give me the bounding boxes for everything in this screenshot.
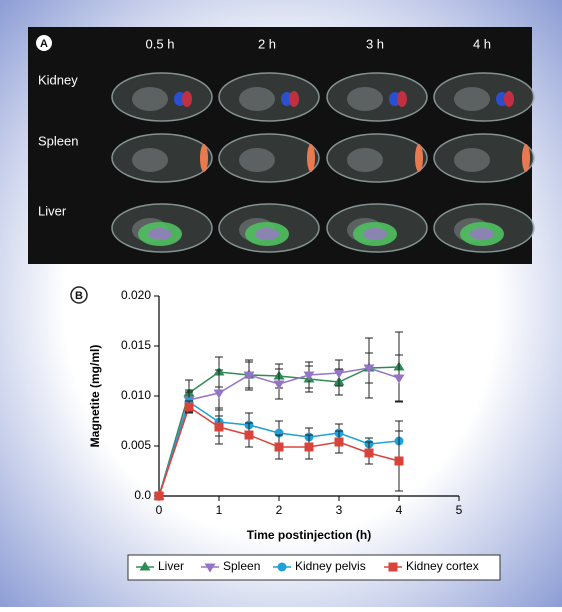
- point: [393, 374, 405, 384]
- spleen: [522, 144, 530, 172]
- legend-label: Kidney cortex: [406, 559, 479, 573]
- mri-inner: [132, 148, 168, 172]
- mri-images: [111, 72, 535, 253]
- spleen: [200, 144, 208, 172]
- mri-inner: [239, 148, 275, 172]
- point: [304, 442, 314, 452]
- legend-marker: [388, 562, 398, 572]
- legend-label: Spleen: [223, 559, 260, 573]
- column-label: 2 h: [258, 36, 276, 51]
- point: [184, 402, 194, 412]
- legend-label: Kidney pelvis: [295, 559, 366, 573]
- spleen: [415, 144, 423, 172]
- kidney-cortex: [182, 91, 192, 107]
- point: [154, 491, 164, 501]
- row-label: Spleen: [38, 133, 78, 148]
- point: [303, 371, 315, 381]
- legend-marker: [277, 562, 287, 572]
- mri-inner: [454, 87, 490, 111]
- mri-inner: [239, 87, 275, 111]
- panel-badge: [70, 286, 88, 304]
- column-label: 3 h: [366, 36, 384, 51]
- liver-core: [255, 228, 279, 240]
- panel-badge: [36, 35, 52, 51]
- x-tick-label: 4: [396, 503, 403, 517]
- point: [333, 369, 345, 379]
- legend-marker: [204, 563, 216, 573]
- point: [363, 364, 375, 374]
- point: [394, 456, 404, 466]
- kidney-cortex: [397, 91, 407, 107]
- x-tick-label: 5: [456, 503, 463, 517]
- liver-core: [148, 228, 172, 240]
- kidney-cortex: [289, 91, 299, 107]
- point: [274, 442, 284, 452]
- liver-core: [363, 228, 387, 240]
- row-label: Kidney: [38, 72, 78, 87]
- panel-label: B: [75, 290, 83, 302]
- x-tick-label: 1: [216, 503, 223, 517]
- point: [213, 389, 225, 399]
- x-tick-label: 0: [156, 503, 163, 517]
- legend-marker: [139, 561, 151, 571]
- column-label: 0.5 h: [146, 36, 175, 51]
- panel-label: A: [40, 38, 48, 50]
- liver-core: [470, 228, 494, 240]
- point: [364, 448, 374, 458]
- legend-label: Liver: [158, 559, 184, 573]
- point: [273, 380, 285, 390]
- mri-inner: [132, 87, 168, 111]
- point: [334, 437, 344, 447]
- y-axis-label: Magnetite (mg/ml): [88, 345, 102, 448]
- legend-box: [127, 554, 501, 581]
- mri-inner: [347, 148, 383, 172]
- x-tick-label: 3: [336, 503, 343, 517]
- y-tick-label: 0.005: [121, 438, 151, 452]
- x-axis-label: Time postinjection (h): [247, 528, 371, 542]
- point: [243, 371, 255, 381]
- spleen: [307, 144, 315, 172]
- mri-inner: [347, 87, 383, 111]
- y-tick-label: 0.015: [121, 338, 151, 352]
- row-label: Liver: [38, 203, 67, 218]
- kidney-cortex: [504, 91, 514, 107]
- mri-inner: [454, 148, 490, 172]
- point: [214, 422, 224, 432]
- point: [244, 430, 254, 440]
- y-tick-label: 0.0: [134, 488, 151, 502]
- y-tick-label: 0.010: [121, 388, 151, 402]
- y-tick-label: 0.020: [121, 288, 151, 302]
- column-label: 4 h: [473, 36, 491, 51]
- x-tick-label: 2: [276, 503, 283, 517]
